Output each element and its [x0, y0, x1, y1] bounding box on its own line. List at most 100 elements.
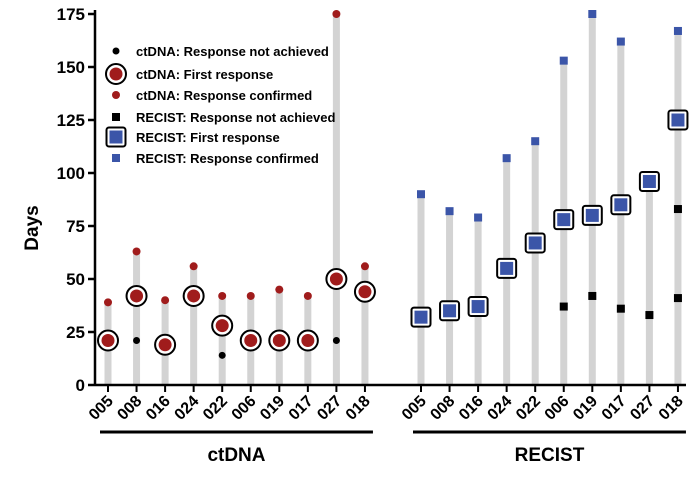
x-tick-label: 027	[314, 393, 345, 424]
y-tick-label: 50	[66, 270, 85, 289]
x-tick-label: 027	[627, 393, 658, 424]
y-tick-label: 75	[66, 217, 85, 236]
data-point-fill	[358, 285, 372, 299]
data-point-fill	[414, 310, 428, 324]
x-tick-label: 017	[286, 393, 317, 424]
data-point	[218, 291, 227, 300]
axes-layer	[88, 10, 686, 434]
data-point-fill	[585, 208, 599, 222]
legend-marker	[112, 154, 120, 162]
data-point	[417, 190, 425, 199]
data-point	[360, 262, 369, 271]
data-point	[189, 262, 198, 271]
x-tick-label: 019	[257, 393, 288, 424]
y-tick-label: 25	[66, 323, 85, 342]
data-point	[673, 294, 682, 303]
range-bar	[446, 211, 454, 385]
range-bar	[417, 194, 425, 385]
legend: ctDNA: Response not achieved ctDNA: First…	[105, 44, 335, 166]
group-label: ctDNA	[207, 445, 265, 466]
x-tick-label: 016	[143, 393, 174, 424]
data-point	[332, 10, 341, 18]
x-tick-label: 018	[343, 393, 374, 424]
y-tick-label: 100	[57, 164, 85, 183]
legend-label: ctDNA: Response not achieved	[136, 44, 329, 59]
y-axis-title: Days	[22, 205, 43, 250]
x-tick-label: 022	[200, 393, 231, 424]
y-tick-label: 150	[57, 58, 85, 77]
data-point	[645, 311, 654, 320]
data-point	[104, 298, 112, 307]
x-tick-label: 018	[656, 393, 687, 424]
range-bar	[361, 266, 369, 385]
range-bar	[588, 14, 596, 385]
y-tick-label: 0	[76, 376, 85, 395]
x-tick-label: 024	[485, 393, 516, 424]
x-tick-label: 006	[542, 393, 573, 424]
range-bar	[332, 14, 340, 385]
x-tick-label: 006	[229, 393, 260, 424]
x-tick-label: 017	[599, 393, 630, 424]
data-point-fill	[130, 289, 144, 303]
data-point	[218, 351, 226, 359]
data-point	[616, 304, 625, 313]
data-point	[161, 296, 170, 305]
data-point	[445, 207, 454, 216]
data-point	[332, 336, 340, 344]
legend-marker	[112, 113, 120, 121]
legend-label: RECIST: Response confirmed	[136, 151, 319, 166]
x-tick-label: 005	[399, 393, 430, 424]
range-bar	[218, 295, 226, 385]
legend-marker	[112, 47, 120, 55]
data-point-fill	[557, 213, 571, 227]
range-bar	[645, 181, 653, 385]
data-point-fill	[471, 300, 485, 314]
data-point	[275, 285, 284, 294]
data-point	[474, 213, 483, 222]
data-point-fill	[158, 338, 172, 352]
data-point	[303, 291, 312, 300]
range-bar	[133, 251, 141, 385]
data-point	[616, 37, 625, 46]
data-point	[588, 291, 597, 300]
data-point-fill	[101, 333, 115, 347]
y-tick-label: 125	[57, 111, 85, 130]
legend-marker-fill	[109, 67, 123, 81]
x-tick-label: 008	[427, 393, 458, 424]
group-label: RECIST	[515, 445, 585, 466]
data-point	[531, 137, 540, 146]
range-bar	[531, 141, 539, 385]
y-tick-label: 175	[57, 5, 85, 24]
data-point	[673, 205, 682, 214]
legend-label: RECIST: First response	[136, 130, 280, 145]
x-tick-label: 016	[456, 393, 487, 424]
data-point-fill	[244, 333, 258, 347]
data-point-fill	[443, 304, 457, 318]
legend-label: ctDNA: First response	[136, 67, 273, 82]
x-tick-label: 008	[114, 393, 145, 424]
data-point-fill	[301, 333, 315, 347]
data-point	[588, 10, 597, 18]
x-tick-label: 019	[570, 393, 601, 424]
data-point-fill	[329, 272, 343, 286]
data-point	[559, 56, 568, 65]
markers-layer	[97, 10, 689, 359]
data-point	[133, 336, 141, 344]
legend-marker-fill	[109, 130, 123, 144]
legend-label: ctDNA: Response confirmed	[136, 88, 312, 103]
x-tick-label: 005	[86, 393, 117, 424]
legend-marker	[112, 91, 120, 99]
data-point	[502, 154, 511, 163]
data-point	[673, 26, 682, 35]
data-point	[559, 302, 568, 311]
data-point-fill	[614, 198, 628, 212]
data-point-fill	[215, 319, 229, 333]
legend-label: RECIST: Response not achieved	[136, 110, 335, 125]
data-point-fill	[272, 333, 286, 347]
data-point	[132, 247, 141, 256]
data-point-fill	[187, 289, 201, 303]
data-point-fill	[671, 113, 685, 127]
data-point-fill	[642, 174, 656, 188]
x-tick-label: 022	[513, 393, 544, 424]
